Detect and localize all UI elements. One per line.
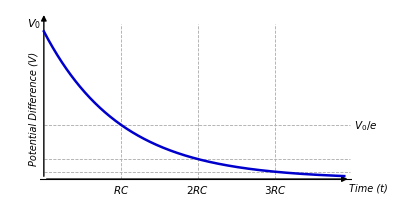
Text: $2RC$: $2RC$: [186, 183, 210, 195]
Text: $3RC$: $3RC$: [264, 183, 286, 195]
Text: Time (t): Time (t): [349, 183, 388, 193]
Text: $V_0$: $V_0$: [27, 17, 41, 31]
Text: $RC$: $RC$: [113, 183, 129, 195]
Text: Potential Difference (V): Potential Difference (V): [29, 52, 39, 165]
Text: $V_0/e$: $V_0/e$: [354, 118, 377, 132]
